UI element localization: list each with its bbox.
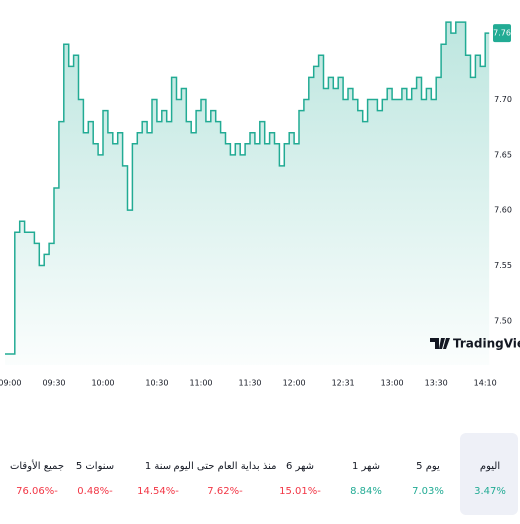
period-change[interactable]: 7.62%- <box>207 486 243 497</box>
x-tick-label: 12:00 <box>283 379 306 388</box>
period-change[interactable]: 3.47% <box>474 486 506 497</box>
period-change[interactable]: 15.01%- <box>279 486 321 497</box>
x-tick-label: 09:30 <box>42 379 65 388</box>
x-tick-label: 13:00 <box>381 379 404 388</box>
y-tick-label: 7.65 <box>494 150 512 159</box>
logo-icon <box>430 338 450 349</box>
period-label[interactable]: 1 سنة <box>145 461 171 472</box>
y-tick-label: 7.60 <box>494 206 512 215</box>
period-label[interactable]: 5 سنوات <box>76 461 114 472</box>
period-label[interactable]: اليوم <box>480 461 500 472</box>
x-tick-label: 13:30 <box>425 379 448 388</box>
area <box>5 22 490 365</box>
logo: TradingView <box>430 337 520 351</box>
x-tick-label: 10:00 <box>91 379 114 388</box>
period-change[interactable]: 8.84% <box>350 486 382 497</box>
period-label[interactable]: منذ بداية العام حتى اليوم <box>174 461 277 472</box>
x-tick-label: 10:30 <box>145 379 168 388</box>
last-price-box <box>493 24 511 43</box>
watermark: TradingView <box>453 337 520 351</box>
price-line <box>5 21 490 355</box>
plot: 7.50 7.55 7.60 7.65 7.70 7.76 09:00 09:30 10:00 1… <box>0 21 512 388</box>
y-tick-label: 7.55 <box>494 261 512 270</box>
period-change[interactable]: 76.06%- <box>16 486 58 497</box>
last-price-label: 7.76 <box>493 29 511 38</box>
x-tick-label: 14:10 <box>474 379 497 388</box>
selected-period-bg <box>460 433 518 515</box>
x-tick-label: 09:00 <box>0 379 21 388</box>
x-tick-label: 11:30 <box>238 379 261 388</box>
period-label[interactable]: جميع الأوقات <box>10 459 64 472</box>
y-tick-label: 7.70 <box>494 95 512 104</box>
performance-bar: اليوم 3.47% 5 يوم 7.03% 1 شهر 8.84% 6 شهر 15.01… <box>10 433 518 515</box>
x-tick-label: 11:00 <box>189 379 212 388</box>
period-change[interactable]: 0.48%- <box>77 486 113 497</box>
period-label[interactable]: 1 شهر <box>352 461 380 472</box>
x-tick-label: 12:31 <box>332 379 355 388</box>
period-change[interactable]: 14.54%- <box>137 486 179 497</box>
period-change[interactable]: 7.03% <box>412 486 444 497</box>
y-tick-label: 7.50 <box>494 316 512 325</box>
period-label[interactable]: 5 يوم <box>416 461 440 472</box>
period-label[interactable]: 6 شهر <box>286 461 314 472</box>
